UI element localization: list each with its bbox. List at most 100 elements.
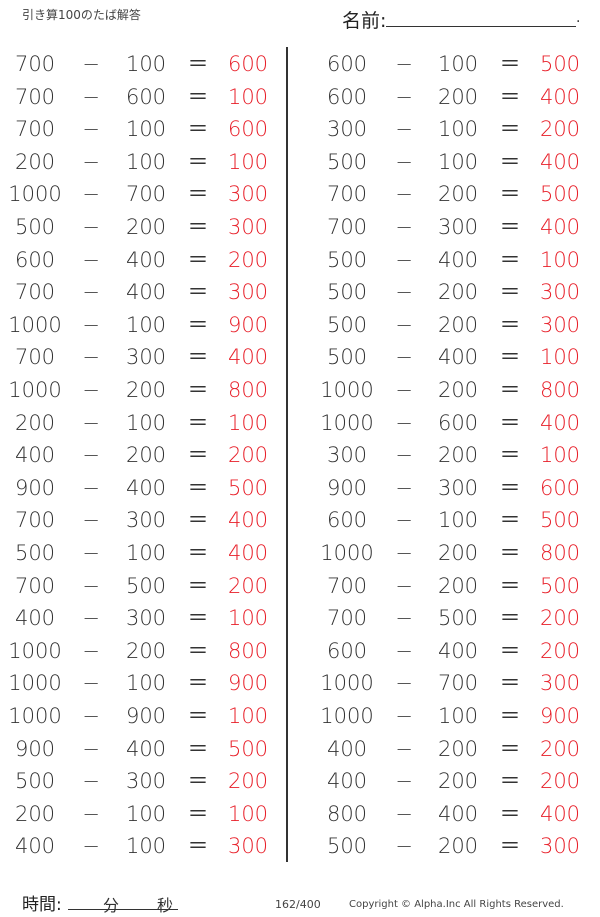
minuend: 700	[14, 345, 56, 370]
subtrahend: 500	[125, 573, 167, 598]
subtrahend: 100	[125, 117, 167, 142]
subtrahend: 100	[437, 52, 479, 76]
equals-sign: ＝	[187, 736, 209, 761]
answer: 400	[539, 215, 581, 239]
answer: 400	[227, 508, 269, 533]
answer: 800	[227, 378, 269, 402]
minus-sign: −	[82, 541, 100, 565]
subtrahend: 100	[125, 834, 167, 859]
answer: 500	[539, 573, 581, 598]
minuend: 800	[326, 801, 368, 826]
equals-sign: ＝	[499, 84, 521, 109]
minuend: 1000	[8, 671, 62, 696]
answer: 800	[227, 638, 269, 663]
minus-sign: −	[82, 410, 100, 435]
equals-sign: ＝	[499, 475, 521, 500]
subtrahend: 200	[437, 541, 479, 565]
equals-sign: ＝	[187, 410, 209, 435]
subtrahend: 100	[125, 312, 167, 337]
problem-row: 400−200 ＝ 200	[0, 734, 600, 764]
minuend: 500	[326, 345, 368, 370]
minuend: 700	[14, 117, 56, 142]
equals-sign: ＝	[499, 312, 521, 337]
minuend: 1000	[8, 378, 62, 402]
subtrahend: 600	[125, 84, 167, 109]
answer: 300	[539, 312, 581, 337]
problem-row: 700−400 ＝ 300	[0, 277, 600, 307]
minus-sign: −	[82, 638, 100, 663]
problem-row: 500−300 ＝ 200	[0, 766, 600, 796]
answer: 100	[227, 84, 269, 109]
minus-sign: −	[395, 215, 413, 239]
answer: 200	[539, 606, 581, 631]
subtrahend: 200	[125, 378, 167, 402]
equals-sign: ＝	[187, 801, 209, 826]
answer: 300	[227, 834, 269, 859]
minus-sign: −	[395, 834, 413, 859]
answer: 400	[227, 345, 269, 370]
minus-sign: −	[82, 443, 100, 468]
equals-sign: ＝	[499, 280, 521, 305]
minuend: 500	[326, 149, 368, 174]
problem-row: 400−200 ＝ 200	[0, 440, 600, 470]
subtrahend: 100	[125, 149, 167, 174]
answer: 200	[227, 443, 269, 468]
minus-sign: −	[395, 378, 413, 402]
answer: 900	[539, 704, 581, 728]
answer: 400	[539, 801, 581, 826]
subtrahend: 100	[437, 149, 479, 174]
subtrahend: 100	[125, 52, 167, 76]
minus-sign: −	[395, 345, 413, 370]
answer: 100	[539, 443, 581, 468]
problem-row: 500−200 ＝ 300	[0, 212, 600, 242]
subtrahend: 400	[125, 736, 167, 761]
problem-row: 200−100 ＝ 100	[0, 408, 600, 438]
problem-row: 1000−200 ＝ 800	[0, 538, 600, 568]
subtrahend: 200	[437, 312, 479, 337]
answer: 500	[227, 475, 269, 500]
subtrahend: 300	[125, 606, 167, 631]
problem-row: 700 −600 ＝ 100	[0, 82, 600, 112]
problem-row: 600−400 ＝ 200	[0, 636, 600, 666]
problem-row: 500−400 ＝ 100	[0, 342, 600, 372]
minuend: 500	[14, 541, 56, 565]
equals-sign: ＝	[499, 606, 521, 631]
subtrahend: 200	[437, 443, 479, 468]
problem-row: 900−400 ＝ 500	[0, 734, 600, 764]
equals-sign: ＝	[499, 834, 521, 859]
minuend: 1000	[320, 541, 374, 565]
minuend: 500	[326, 280, 368, 305]
subtrahend: 300	[125, 769, 167, 794]
answer: 800	[539, 541, 581, 565]
equals-sign: ＝	[187, 182, 209, 207]
subtrahend: 100	[437, 704, 479, 728]
answer: 300	[227, 215, 269, 239]
equals-sign: ＝	[499, 704, 521, 728]
subtrahend: 200	[437, 280, 479, 305]
minus-sign: −	[82, 345, 100, 370]
answer: 100	[227, 801, 269, 826]
equals-sign: ＝	[499, 247, 521, 272]
answer: 900	[227, 671, 269, 696]
minuend: 400	[14, 606, 56, 631]
minuend: 1000	[320, 671, 374, 696]
minus-sign: −	[82, 84, 100, 109]
problem-row: 1000−700 ＝ 300	[0, 179, 600, 209]
answer: 600	[227, 52, 269, 76]
minuend: 700	[14, 573, 56, 598]
minus-sign: −	[395, 443, 413, 468]
equals-sign: ＝	[187, 704, 209, 728]
problem-row: 500−200 ＝ 300	[0, 277, 600, 307]
problem-row: 900−400 ＝ 500	[0, 473, 600, 503]
subtrahend: 200	[437, 834, 479, 859]
minuend: 700	[14, 84, 56, 109]
minus-sign: −	[395, 736, 413, 761]
minus-sign: −	[395, 182, 413, 207]
answer: 900	[227, 312, 269, 337]
subtrahend: 100	[125, 410, 167, 435]
equals-sign: ＝	[187, 280, 209, 305]
minus-sign: −	[395, 769, 413, 794]
problem-row: 1000−100 ＝ 900	[0, 668, 600, 698]
problem-row: 400−100 ＝ 300	[0, 831, 600, 861]
equals-sign: ＝	[499, 117, 521, 142]
